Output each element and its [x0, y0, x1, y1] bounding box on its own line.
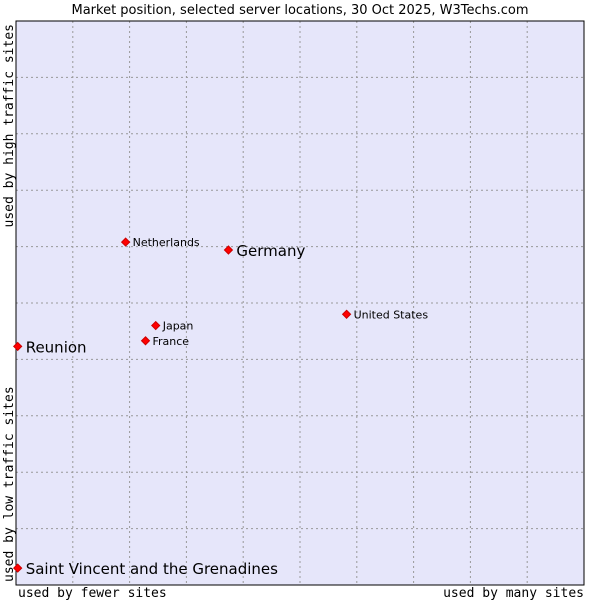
point-label: United States: [354, 308, 429, 321]
data-points: Netherlands Germany United States Japan Fran…: [12, 236, 429, 578]
point-france: France: [140, 335, 190, 348]
point-marker: [223, 245, 234, 255]
point-netherlands: Netherlands: [120, 236, 200, 249]
point-marker: [140, 336, 151, 346]
point-label: Saint Vincent and the Grenadines: [26, 560, 278, 578]
point-united-states: United States: [341, 308, 429, 321]
grid-lines: [16, 21, 584, 585]
point-marker: [341, 309, 352, 319]
point-marker: [12, 563, 23, 573]
point-saint-vincent-and-the-grenadines: Saint Vincent and the Grenadines: [12, 560, 278, 578]
point-label: Netherlands: [133, 236, 200, 249]
point-marker: [120, 237, 131, 247]
x-axis-label-right: used by many sites: [443, 586, 584, 600]
y-axis-label-bottom: used by low traffic sites: [2, 386, 17, 582]
point-marker: [151, 320, 161, 331]
point-marker: [12, 341, 23, 352]
point-japan: Japan: [151, 320, 194, 333]
point-label: Japan: [162, 320, 194, 333]
point-reunion: Reunion: [12, 338, 87, 356]
chart-title: Market position, selected server locatio…: [71, 3, 528, 18]
y-axis-label-top: used by high traffic sites: [2, 24, 17, 228]
x-axis-label-left: used by fewer sites: [18, 586, 167, 600]
point-label: France: [153, 335, 190, 348]
point-label: Germany: [236, 242, 305, 260]
plot-border: [15, 20, 585, 586]
point-label: Reunion: [26, 338, 87, 356]
point-germany: Germany: [223, 242, 305, 260]
